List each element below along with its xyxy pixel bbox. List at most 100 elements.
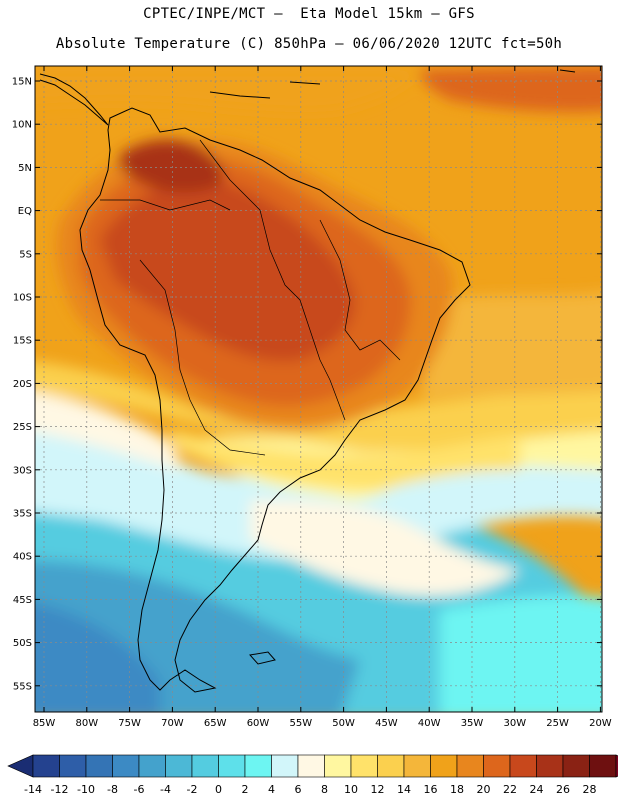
colorbar-label: 0	[215, 783, 222, 796]
chart-subtitle: Absolute Temperature (C) 850hPa – 06/06/…	[55, 36, 563, 52]
inner-border-north	[100, 199, 231, 211]
lat-label: 10N	[12, 120, 32, 131]
colorbar-label: 16	[424, 783, 438, 796]
lon-label: 75W	[118, 718, 141, 729]
lon-label: 50W	[332, 718, 355, 729]
field-band-minus4	[35, 603, 160, 712]
colorbar-label: 26	[556, 783, 570, 796]
colorbar-segment	[244, 754, 272, 778]
lat-label: 10S	[13, 293, 32, 304]
colorbar-segment	[536, 754, 564, 778]
colorbar-segment	[589, 754, 617, 778]
colorbar-segment	[85, 754, 113, 778]
lat-label: 5N	[18, 163, 32, 174]
colorbar-label: -6	[134, 783, 145, 796]
lon-label: 80W	[75, 718, 98, 729]
caribbean-islands	[209, 69, 576, 99]
colorbar-segment	[483, 754, 511, 778]
lon-label: 35W	[461, 718, 484, 729]
field-band-cream-left	[35, 391, 180, 470]
lat-label: EQ	[18, 206, 32, 217]
colorbar-segment	[324, 754, 352, 778]
colorbar-label: -10	[77, 783, 95, 796]
colorbar-segment	[377, 754, 405, 778]
field-band-24-north	[420, 66, 602, 112]
lon-label: 30W	[503, 718, 526, 729]
colorbar-label: -14	[24, 783, 42, 796]
falklands	[249, 651, 276, 665]
colorbar-label: 28	[583, 783, 597, 796]
colorbar-label: 14	[397, 783, 411, 796]
inner-border-east	[319, 219, 401, 361]
south-america-coastline	[79, 107, 471, 693]
lon-label: 25W	[546, 718, 569, 729]
colorbar-segment	[509, 754, 537, 778]
colorbar-label: 2	[242, 783, 249, 796]
colorbar-segment	[456, 754, 484, 778]
lon-label: 70W	[161, 718, 184, 729]
field-band-14	[35, 361, 602, 451]
longitude-labels: 85W 80W 75W 70W 65W 60W 55W 50W 45W 40W 35W 30W 25W 2…	[33, 718, 612, 729]
field-band-26	[118, 139, 224, 193]
colorbar-under-arrow	[7, 754, 34, 778]
temperature-field	[35, 66, 602, 712]
colorbar-segment	[430, 754, 458, 778]
field-band-16-east	[420, 292, 602, 400]
lat-label: 20S	[13, 379, 32, 390]
colorbar-segment	[350, 754, 378, 778]
field-band-12	[170, 430, 520, 490]
lat-label: 25S	[13, 422, 32, 433]
colorbar-segment	[59, 754, 87, 778]
colorbar-segment	[112, 754, 140, 778]
axis-ticks	[35, 66, 602, 712]
chart-title: CPTEC/INPE/MCT – Eta Model 15km – GFS	[143, 6, 475, 22]
colorbar-label: 20	[477, 783, 491, 796]
lon-label: 20W	[589, 718, 612, 729]
lat-label: 35S	[13, 509, 32, 520]
colorbar-segment	[32, 754, 60, 778]
colorbar-label: 10	[344, 783, 358, 796]
lon-label: 45W	[375, 718, 398, 729]
colorbar-segment	[403, 754, 431, 778]
colorbar-segment	[297, 754, 325, 778]
map-frame	[34, 65, 603, 713]
andes-border	[139, 259, 266, 456]
field-band-cyan-east	[440, 595, 602, 712]
colorbar-label: -2	[187, 783, 198, 796]
brazil-border	[199, 139, 346, 421]
colorbar-segment	[218, 754, 246, 778]
central-america-coastline	[39, 73, 109, 126]
field-band-20-north	[35, 70, 420, 113]
colorbar-labels: -14 -12 -10 -8 -6 -4 -2 0 2 4 6 8 10 12 14 16 18 20 22 24 26…	[24, 783, 596, 796]
colorbar-segment	[165, 754, 193, 778]
field-band-6	[250, 500, 520, 596]
colorbar-label: 24	[530, 783, 544, 796]
field-band-24	[100, 179, 355, 362]
coastlines	[39, 69, 576, 693]
colorbar-segment	[138, 754, 166, 778]
lat-label: 45S	[13, 595, 32, 606]
colorbar	[7, 754, 618, 778]
colorbar-label: 4	[268, 783, 275, 796]
lat-label: 5S	[19, 249, 32, 260]
colorbar-segment	[191, 754, 219, 778]
lon-label: 85W	[33, 718, 56, 729]
lat-label: 50S	[13, 638, 32, 649]
colorbar-label: -12	[51, 783, 69, 796]
colorbar-segment	[271, 754, 299, 778]
lat-label: 40S	[13, 552, 32, 563]
colorbar-label: 8	[321, 783, 328, 796]
colorbar-label: 22	[503, 783, 517, 796]
colorbar-label: -8	[107, 783, 118, 796]
lon-label: 55W	[289, 718, 312, 729]
lat-label: 15N	[12, 77, 32, 88]
lat-label: 30S	[13, 465, 32, 476]
latitude-labels: 15N 10N 5N EQ 5S 10S 15S 20S 25S 30S 35S 40S 45S 50S 5…	[12, 77, 32, 693]
lat-label: 55S	[13, 681, 32, 692]
lon-label: 60W	[247, 718, 270, 729]
colorbar-segment	[562, 754, 590, 778]
lon-label: 40W	[418, 718, 441, 729]
lat-label: 15S	[13, 336, 32, 347]
lon-label: 65W	[204, 718, 227, 729]
